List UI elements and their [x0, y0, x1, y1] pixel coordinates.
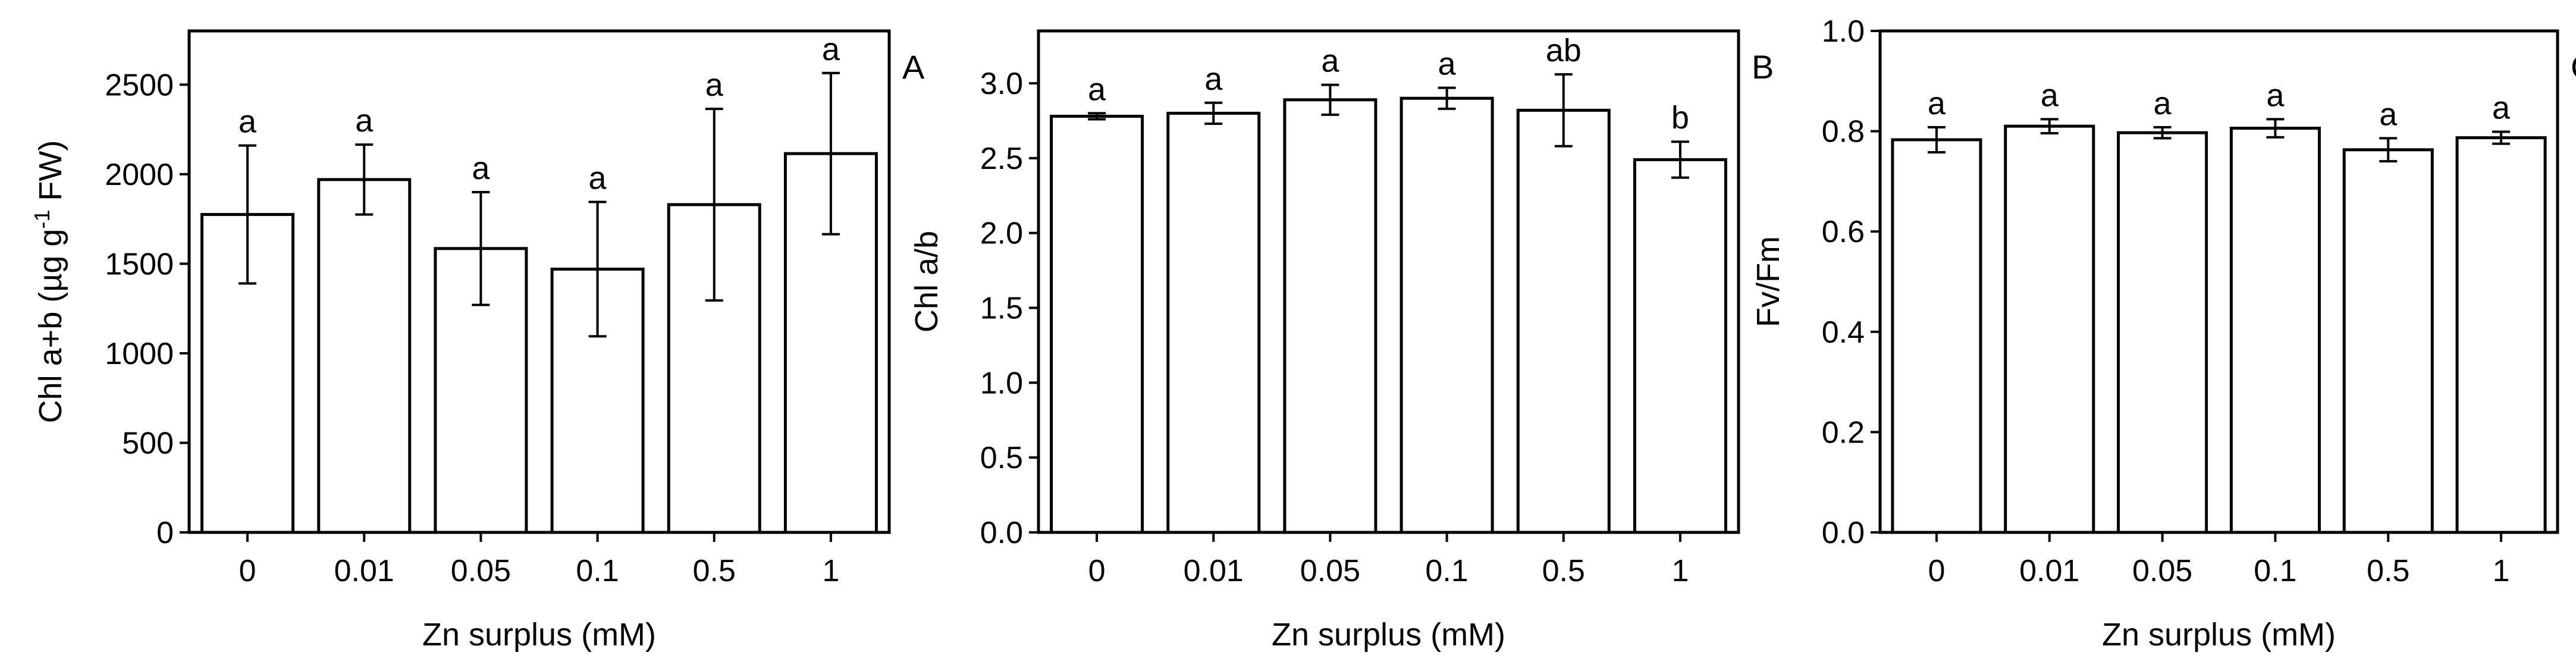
bar-0.5 [1516, 108, 1611, 534]
y-tick-label: 1500 [105, 247, 174, 281]
significance-letter: ab [1546, 33, 1582, 68]
bar-0 [1050, 114, 1144, 534]
significance-letter: a [355, 103, 374, 139]
y-axis-title: Chl a/b [909, 231, 945, 333]
significance-letter: a [705, 67, 724, 103]
significance-letter: a [2379, 96, 2398, 132]
plot-frame [1878, 29, 2559, 534]
y-axis-title-part: Chl a/b [909, 231, 945, 333]
chart-panel-c: a 0 a 0.01 a 0.05 a 0.1 a 0.5 a 1 0.0 0.2 0.4 0.6 0.8 1.0… [1750, 14, 2576, 653]
y-tick-label: 0.2 [1822, 415, 1865, 450]
x-tick-label: 0.05 [2132, 554, 2192, 588]
y-tick-label: 500 [122, 426, 174, 460]
bar-0.05 [2117, 131, 2208, 534]
y-tick-label: 1.0 [980, 366, 1023, 400]
chart-panel-b: a 0 a 0.01 a 0.05 a 0.1 ab 0.5 b 1 0.0 0.5 1.0 1.5 2.0 2.… [909, 29, 1774, 653]
bar-0.5 [2342, 148, 2434, 534]
x-tick-label: 0 [1928, 554, 1945, 588]
significance-letter: a [1928, 86, 1946, 121]
bar-0.05 [1283, 98, 1378, 534]
y-axis-title-part: FW) [33, 140, 68, 210]
x-axis-title: Zn surplus (mM) [422, 617, 656, 653]
significance-letter: b [1671, 100, 1689, 136]
y-axis-title-part: -1 [30, 210, 54, 229]
y-tick-label: 2.5 [980, 142, 1023, 176]
significance-letter: a [1088, 71, 1106, 107]
y-tick-label: 0.4 [1822, 315, 1865, 350]
y-tick-label: 2.0 [980, 217, 1023, 251]
bar-1 [783, 152, 878, 534]
y-axis-title-part: Fv/Fm [1750, 236, 1786, 327]
significance-letter: a [1438, 46, 1457, 82]
x-axis-title: Zn surplus (mM) [2102, 617, 2336, 653]
bar-0 [1891, 138, 1982, 534]
y-tick-label: 1.5 [980, 291, 1023, 326]
significance-letter: a [2492, 90, 2511, 126]
y-tick-label: 2500 [105, 68, 174, 102]
significance-letter: a [2266, 77, 2285, 113]
x-tick-label: 1 [1671, 554, 1689, 588]
x-tick-label: 0.1 [2254, 554, 2296, 588]
panel-label: A [902, 48, 925, 86]
x-tick-label: 0.01 [1184, 554, 1244, 588]
x-tick-label: 0.5 [693, 554, 736, 588]
plot-frame [187, 29, 891, 534]
x-axis-title: Zn surplus (mM) [1272, 617, 1505, 653]
x-tick-label: 0.05 [1300, 554, 1360, 588]
y-tick-label: 2000 [105, 158, 174, 192]
significance-letter: a [2041, 77, 2059, 113]
x-tick-label: 1 [2493, 554, 2510, 588]
y-tick-label: 0.6 [1822, 215, 1865, 249]
significance-letter: a [472, 150, 490, 186]
x-tick-label: 0.1 [1425, 554, 1468, 588]
x-tick-label: 0.5 [1542, 554, 1585, 588]
x-tick-label: 0.5 [2367, 554, 2409, 588]
bar-0.01 [317, 178, 412, 534]
bar-1 [2455, 136, 2547, 534]
y-tick-label: 3.0 [980, 67, 1023, 101]
chart-panel-a: a 0 a 0.01 a 0.05 a 0.1 a 0.5 a 1 0 500 1000 1500 2000 25… [30, 29, 925, 653]
panel-label: C [2571, 48, 2576, 86]
y-tick-label: 0.5 [980, 441, 1023, 475]
x-tick-label: 0.01 [2019, 554, 2079, 588]
x-tick-label: 0 [239, 554, 256, 588]
y-axis-title: Chl a+b (µg g-1 FW) [30, 140, 69, 424]
significance-letter: a [2154, 86, 2172, 121]
significance-letter: a [1321, 43, 1339, 79]
x-tick-label: 0.05 [451, 554, 511, 588]
x-tick-label: 0.01 [334, 554, 394, 588]
y-tick-label: 1.0 [1822, 14, 1865, 49]
y-tick-label: 0.0 [1822, 516, 1865, 550]
x-tick-label: 0.1 [576, 554, 619, 588]
y-axis-title-part: Chl a+b (µg g [33, 229, 68, 424]
x-tick-label: 0 [1088, 554, 1106, 588]
y-tick-label: 1000 [105, 337, 174, 371]
bar-0.1 [2229, 127, 2321, 534]
significance-letter: a [239, 104, 257, 140]
x-tick-label: 1 [822, 554, 839, 588]
bar-0.1 [1400, 96, 1494, 534]
significance-letter: a [1204, 61, 1223, 97]
y-tick-label: 0 [156, 516, 174, 550]
y-axis-title: Fv/Fm [1750, 236, 1786, 327]
panel-label: B [1752, 48, 1774, 86]
bar-0.01 [2004, 124, 2095, 534]
y-tick-label: 0.0 [980, 516, 1023, 550]
significance-letter: a [822, 32, 840, 67]
significance-letter: a [589, 161, 607, 196]
bar-0.01 [1166, 111, 1261, 534]
y-tick-label: 0.8 [1822, 115, 1865, 149]
bar-1 [1633, 158, 1727, 534]
plot-frame [1037, 29, 1740, 534]
